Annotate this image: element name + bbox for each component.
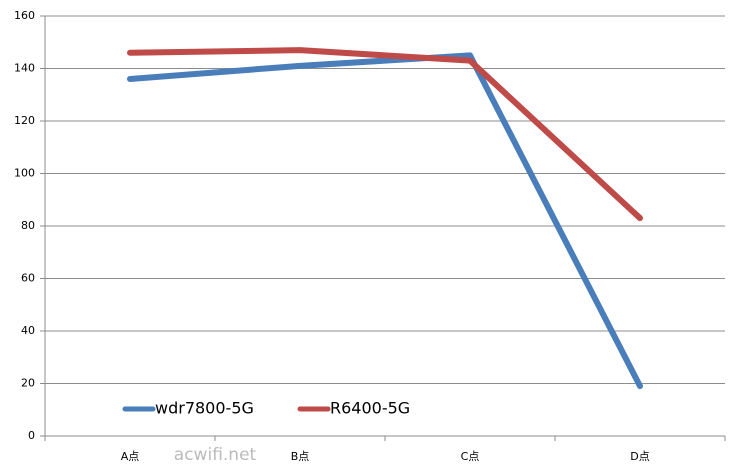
x-tick-label: D点 xyxy=(630,450,649,463)
y-tick-label: 100 xyxy=(14,167,35,180)
y-tick-label: 120 xyxy=(14,114,35,127)
y-tick-label: 60 xyxy=(21,272,35,285)
y-tick-label: 40 xyxy=(21,324,35,337)
x-tick-label: C点 xyxy=(461,450,480,463)
y-tick-label: 20 xyxy=(21,377,35,390)
y-tick-label: 80 xyxy=(21,219,35,232)
y-tick-label: 0 xyxy=(28,429,35,442)
legend-label: R6400-5G xyxy=(330,399,410,418)
y-tick-label: 140 xyxy=(14,62,35,75)
watermark: acwifi.net xyxy=(174,445,257,465)
series-line xyxy=(127,47,643,222)
series-line xyxy=(127,52,643,390)
x-tick-label: B点 xyxy=(291,450,310,463)
legend-label: wdr7800-5G xyxy=(155,399,254,418)
y-tick-label: 160 xyxy=(14,9,35,22)
x-tick-label: A点 xyxy=(121,450,140,463)
